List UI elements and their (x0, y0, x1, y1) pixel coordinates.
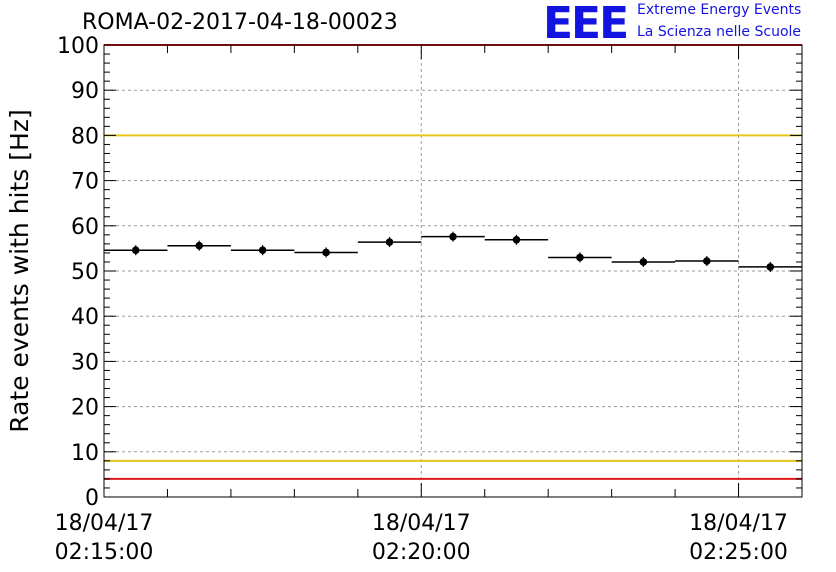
data-point-marker (576, 253, 584, 262)
data-point (357, 237, 422, 248)
y-tick-label: 10 (71, 441, 99, 466)
data-point-marker (639, 258, 648, 266)
y-tick-label: 0 (85, 486, 99, 511)
data-point-marker (195, 241, 203, 250)
data-point-marker (449, 232, 457, 241)
data-point-marker (131, 246, 140, 255)
x-tick-label-date: 18/04/17 (689, 511, 788, 536)
data-point-marker (703, 257, 711, 265)
y-tick-label: 70 (71, 170, 99, 195)
x-tick-label-time: 02:15:00 (55, 540, 154, 565)
y-tick-label: 30 (71, 350, 99, 375)
data-point-marker (766, 263, 775, 271)
data-point (167, 240, 231, 251)
y-tick-label: 100 (57, 34, 99, 59)
y-tick-label: 20 (71, 396, 99, 421)
data-point (230, 245, 295, 256)
data-point (104, 245, 168, 256)
y-tick-label: 80 (71, 124, 99, 149)
y-tick-label: 60 (71, 215, 99, 240)
data-point (484, 234, 549, 245)
data-point (421, 231, 485, 242)
x-tick-label-time: 02:20:00 (372, 540, 471, 565)
x-tick-label-time: 02:25:00 (689, 540, 788, 565)
y-tick-label: 50 (71, 260, 99, 285)
chart-title: ROMA-02-2017-04-18-00023 (82, 10, 398, 35)
eee-logo: EEE (543, 0, 629, 44)
y-tick-label: 90 (71, 79, 99, 104)
data-point-marker (385, 238, 394, 246)
data-point (611, 256, 676, 267)
y-axis-label: Rate events with hits [Hz] (5, 109, 34, 432)
data-point-marker (322, 248, 330, 257)
data-point (738, 261, 802, 272)
logo-line-2: La Scienza nelle Scuole (637, 24, 802, 40)
data-point (294, 247, 358, 258)
y-tick-label: 40 (71, 305, 99, 330)
data-point (548, 252, 612, 263)
data-point-marker (258, 246, 267, 255)
data-point (675, 256, 739, 267)
svg-text:EEE: EEE (543, 0, 627, 44)
x-tick-label-date: 18/04/17 (55, 511, 154, 536)
x-tick-label-date: 18/04/17 (372, 511, 471, 536)
data-point-marker (512, 236, 521, 244)
logo-line-1: Extreme Energy Events (637, 2, 802, 18)
